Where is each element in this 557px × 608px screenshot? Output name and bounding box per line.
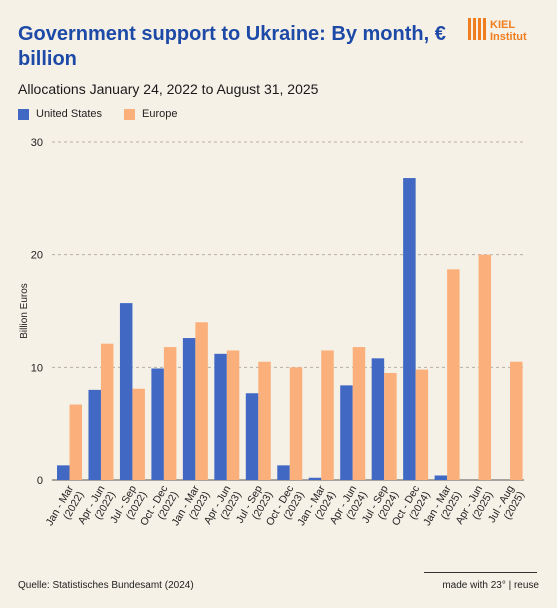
legend-item-us[interactable]: United States xyxy=(18,108,102,120)
bar-us xyxy=(340,385,353,480)
bar-us xyxy=(403,178,416,480)
kiel-logo: KIEL Institut xyxy=(468,18,527,43)
bar-europe xyxy=(163,347,177,480)
bar-us xyxy=(151,368,164,480)
bar-us xyxy=(371,358,385,480)
y-tick-label: 20 xyxy=(31,250,43,262)
svg-text:Institut: Institut xyxy=(490,31,527,43)
bar-europe xyxy=(258,361,271,480)
x-tick-label: Oct - Dec(2023) xyxy=(264,484,307,534)
x-tick-label: Jan - Mar(2024) xyxy=(295,483,338,534)
legend-item-europe[interactable]: Europe xyxy=(124,108,178,120)
bar-europe xyxy=(447,269,460,480)
bar-europe xyxy=(132,388,145,480)
legend-swatch-us xyxy=(18,108,29,120)
x-tick-label: Jan - Mar(2022) xyxy=(44,483,87,534)
chart-legend: United States Europe xyxy=(18,108,200,120)
bar-us xyxy=(434,475,448,480)
bar-europe xyxy=(100,343,114,480)
x-tick-label: Apr - Jun(2023) xyxy=(202,483,244,532)
y-tick-label: 30 xyxy=(31,137,43,149)
bar-europe xyxy=(195,322,208,480)
bar-us xyxy=(57,465,70,480)
bar-europe xyxy=(415,369,429,480)
x-tick-label: Jul - Aug(2025) xyxy=(486,483,527,531)
y-tick-label: 0 xyxy=(37,475,43,487)
bar-europe xyxy=(69,404,82,480)
bar-us xyxy=(277,465,290,480)
x-tick-label: Apr - Jun(2024) xyxy=(328,483,370,532)
legend-label-us: United States xyxy=(36,108,103,120)
bar-europe xyxy=(478,254,492,480)
x-tick-label: Oct - Dec(2022) xyxy=(138,484,181,534)
page-title: Government support to Ukraine: By month,… xyxy=(18,23,446,70)
bar-us xyxy=(308,477,322,480)
bar-europe xyxy=(352,347,366,480)
bar-europe xyxy=(384,372,397,480)
x-tick-label: Jan - Mar(2025) xyxy=(421,483,464,534)
bar-europe xyxy=(510,361,523,480)
x-tick-label: Apr - Jun(2022) xyxy=(76,483,118,532)
page-subtitle: Allocations January 24, 2022 to August 3… xyxy=(18,81,319,97)
svg-text:KIEL: KIEL xyxy=(490,19,515,31)
x-tick-label: Jan - Mar(2023) xyxy=(169,483,212,534)
bar-us xyxy=(182,338,196,480)
y-axis-title: Billion Euros xyxy=(19,283,30,339)
legend-label-europe: Europe xyxy=(142,108,178,120)
bar-europe xyxy=(226,350,240,480)
source-note: Quelle: Statistisches Bundesamt (2024) xyxy=(18,580,194,591)
bar-us xyxy=(245,393,259,480)
y-tick-label: 10 xyxy=(31,362,43,374)
credit-note[interactable]: made with 23° | reuse xyxy=(442,580,539,591)
bar-europe xyxy=(289,367,303,480)
x-tick-label: Oct - Dec(2024) xyxy=(390,484,433,534)
bar-us xyxy=(88,389,101,480)
legend-swatch-europe xyxy=(124,108,136,120)
bar-europe xyxy=(321,350,334,480)
x-tick-label: Apr - Jun(2025) xyxy=(453,483,495,532)
bar-us xyxy=(119,303,133,480)
bar-us xyxy=(214,353,227,480)
footer-divider xyxy=(424,572,537,573)
